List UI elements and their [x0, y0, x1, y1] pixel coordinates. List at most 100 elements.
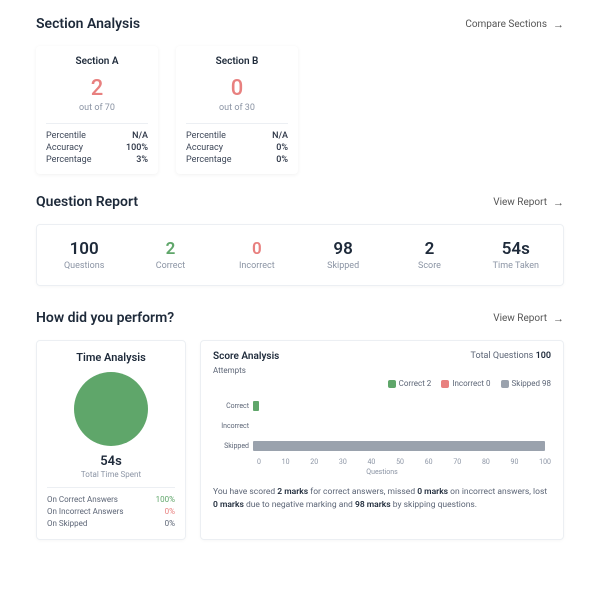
x-tick: 0 [257, 458, 261, 466]
score-analysis-card: Score Analysis Total Questions 100 Attem… [200, 340, 564, 540]
summary-text-part: You have scored [213, 487, 277, 497]
view-report-label: View Report [493, 197, 547, 208]
stat-key: Accuracy [46, 143, 83, 153]
total-questions: Total Questions 100 [471, 351, 551, 362]
x-tick: 60 [425, 458, 433, 466]
legend-item: Incorrect 0 [441, 379, 490, 388]
x-tick: 50 [396, 458, 404, 466]
qr-item: 2 Correct [127, 239, 213, 271]
time-row: On Incorrect Answers 0% [47, 505, 175, 517]
stat-row: PercentileN/A [186, 130, 288, 142]
x-tick: 30 [339, 458, 347, 466]
hbar-track [253, 439, 551, 453]
section-analysis-title: Section Analysis [36, 16, 140, 32]
section-score: 0 [186, 77, 288, 101]
stat-val: 0% [276, 143, 288, 153]
time-sub: Total Time Spent [47, 470, 175, 479]
x-tick: 20 [310, 458, 318, 466]
question-report-box: 100Questions2Correct0Incorrect98Skipped2… [36, 224, 564, 286]
time-row: On Skipped 0% [47, 517, 175, 529]
question-report-title: Question Report [36, 194, 138, 210]
divider [46, 123, 148, 124]
compare-sections-button[interactable]: Compare Sections → [465, 18, 564, 31]
time-analysis-card: Time Analysis 54s Total Time Spent On Co… [36, 340, 186, 540]
qr-num: 54s [473, 239, 559, 259]
qr-item: 2 Score [386, 239, 472, 271]
section-name: Section B [186, 56, 288, 67]
legend-label: Skipped 98 [512, 379, 551, 388]
hbar-row: Incorrect [213, 416, 551, 436]
time-row-val: 100% [156, 495, 175, 504]
legend-label: Correct 2 [399, 379, 432, 388]
summary-text: You have scored 2 marks for correct answ… [213, 486, 551, 512]
qr-label: Questions [41, 261, 127, 271]
compare-sections-label: Compare Sections [465, 19, 547, 30]
hbar-chart: Correct Incorrect Skipped [213, 396, 551, 456]
section-name: Section A [46, 56, 148, 67]
summary-bold: 0 marks [417, 487, 448, 497]
x-tick: 40 [368, 458, 376, 466]
score-analysis-title: Score Analysis [213, 351, 279, 362]
x-axis-label: Questions [213, 468, 551, 476]
qr-num: 2 [127, 239, 213, 259]
summary-text-part: on incorrect answers, lost [448, 487, 547, 497]
qr-label: Incorrect [214, 261, 300, 271]
stat-key: Percentile [186, 131, 226, 141]
time-row-key: On Incorrect Answers [47, 507, 124, 516]
qr-item: 0 Incorrect [214, 239, 300, 271]
qr-num: 2 [386, 239, 472, 259]
hbar-bar [253, 441, 545, 451]
time-row-key: On Correct Answers [47, 495, 118, 504]
legend-swatch [501, 380, 509, 388]
qr-label: Correct [127, 261, 213, 271]
legend-label: Incorrect 0 [452, 379, 490, 388]
arrow-right-icon: → [553, 312, 564, 325]
qr-num: 0 [214, 239, 300, 259]
section-card[interactable]: Section B 0 out of 30 PercentileN/AAccur… [176, 46, 298, 174]
time-row-val: 0% [165, 507, 175, 516]
stat-val: 100% [126, 143, 148, 153]
legend-swatch [388, 380, 396, 388]
time-analysis-title: Time Analysis [47, 351, 175, 364]
qr-label: Skipped [300, 261, 386, 271]
qr-label: Time Taken [473, 261, 559, 271]
hbar-label: Correct [213, 402, 253, 410]
x-tick: 70 [453, 458, 461, 466]
time-row-key: On Skipped [47, 519, 87, 528]
x-tick: 80 [482, 458, 490, 466]
summary-text-part: by skipping questions. [391, 500, 477, 510]
section-outof: out of 30 [186, 103, 288, 113]
total-questions-value: 100 [536, 351, 551, 361]
summary-bold: 98 marks [355, 500, 391, 510]
time-value: 54s [47, 454, 175, 469]
chart-legend: Correct 2 Incorrect 0 Skipped 98 [213, 379, 551, 388]
qr-label: Score [386, 261, 472, 271]
stat-val: N/A [132, 131, 148, 141]
stat-key: Percentile [46, 131, 86, 141]
time-row-val: 0% [165, 519, 175, 528]
hbar-track [253, 419, 551, 433]
hbar-track [253, 399, 551, 413]
stat-key: Percentage [46, 155, 91, 165]
hbar-row: Correct [213, 396, 551, 416]
view-report-button-2[interactable]: View Report → [493, 312, 564, 325]
view-report-button[interactable]: View Report → [493, 196, 564, 209]
x-tick: 10 [282, 458, 290, 466]
time-row: On Correct Answers 100% [47, 493, 175, 505]
legend-item: Correct 2 [388, 379, 432, 388]
stat-row: Accuracy 100% [46, 142, 148, 154]
qr-item: 54s Time Taken [473, 239, 559, 271]
stat-val: 0% [276, 155, 288, 165]
divider [47, 487, 175, 488]
hbar-row: Skipped [213, 436, 551, 456]
section-card[interactable]: Section A 2 out of 70 PercentileN/AAccur… [36, 46, 158, 174]
legend-swatch [441, 380, 449, 388]
qr-num: 100 [41, 239, 127, 259]
perform-title: How did you perform? [36, 310, 174, 326]
summary-bold: 0 marks [213, 500, 244, 510]
stat-row: Accuracy0% [186, 142, 288, 154]
stat-key: Percentage [186, 155, 231, 165]
total-questions-label: Total Questions [471, 351, 534, 361]
x-tick: 90 [511, 458, 519, 466]
hbar-label: Incorrect [213, 422, 253, 430]
